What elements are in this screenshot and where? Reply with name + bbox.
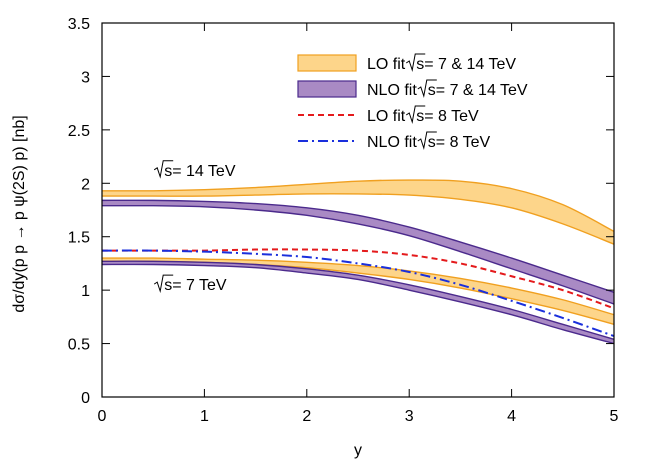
legend-swatch-0 — [297, 54, 357, 72]
legend-item-1: NLO fit s = 7 & 14 TeV — [367, 79, 528, 99]
legend-item-3-root: s — [428, 134, 436, 151]
x-axis-title: y — [354, 442, 362, 459]
annotation-1: s = 7 TeV — [153, 274, 227, 294]
legend-item-3-suffix: = 8 TeV — [436, 134, 491, 151]
legend-item-2-root: s — [416, 108, 424, 125]
plot-frame — [101, 22, 615, 398]
x-tick-label: 4 — [507, 408, 516, 425]
annotation-1-root: s — [164, 277, 172, 294]
series-line-5 — [101, 249, 615, 338]
band-area-0 — [102, 180, 614, 245]
annotation-0: s = 14 TeV — [153, 160, 236, 180]
band-area-2 — [102, 258, 614, 325]
y-tick-label: 2.5 — [68, 123, 90, 140]
band-lower-edge-1 — [101, 204, 615, 305]
legend-item-1-suffix: = 7 & 14 TeV — [436, 82, 528, 99]
legend-item-0: LO fit s = 7 & 14 TeV — [367, 53, 516, 73]
y-tick-label: 3.5 — [68, 16, 90, 33]
legend-item-1-root: s — [428, 82, 436, 99]
band-area-3 — [102, 261, 614, 344]
band-lower-edge-3 — [101, 263, 615, 345]
plot-area — [101, 179, 615, 345]
y-tick-label: 1.5 — [68, 230, 90, 247]
band-upper-edge-1 — [101, 199, 615, 293]
legend-item-2-suffix: = 8 TeV — [424, 108, 479, 125]
legend-item-2-prefix: LO fit — [367, 108, 406, 125]
legend-item-0-suffix: = 7 & 14 TeV — [424, 56, 516, 73]
legend-item-1-prefix: NLO fit — [367, 82, 417, 99]
band-upper-edge-2 — [101, 257, 615, 316]
y-tick-label: 2 — [81, 176, 90, 193]
radical-sign-icon — [153, 160, 174, 179]
y-tick-label: 0 — [81, 390, 90, 407]
x-tick-label: 0 — [98, 408, 107, 425]
legend-item-3-prefix: NLO fit — [367, 134, 417, 151]
radical-sign-icon — [417, 131, 437, 150]
y-tick-label: 3 — [81, 69, 90, 86]
y-tick-label: 1 — [81, 283, 90, 300]
x-tick-label: 3 — [405, 408, 414, 425]
band-area-1 — [102, 200, 614, 305]
x-tick-label: 2 — [302, 408, 311, 425]
legend-item-0-prefix: LO fit — [367, 56, 406, 73]
band-upper-edge-3 — [101, 260, 615, 340]
radical-sign-icon — [405, 53, 426, 72]
y-axis-title: dσ/dy(p p → p ψ(2S) p) [nb] — [11, 115, 28, 312]
y-tick-label: 0.5 — [68, 337, 90, 354]
annotation-0-root: s — [164, 163, 172, 180]
annotation-1-suffix: = 7 TeV — [172, 277, 227, 294]
legend-swatch-1 — [297, 80, 357, 98]
band-lower-edge-0 — [102, 193, 615, 245]
legend-item-0-root: s — [416, 56, 424, 73]
annotation-0-suffix: = 14 TeV — [172, 163, 236, 180]
axis-ticks: 0 1 2 3 4 5 0 0.5 1 1.5 2 2.5 3 3.5 — [68, 16, 619, 425]
radical-sign-icon — [153, 274, 174, 294]
radical-sign-icon — [417, 79, 437, 98]
x-tick-label: 1 — [200, 408, 209, 425]
radical-sign-icon — [405, 105, 426, 124]
legend-item-3: NLO fit s = 8 TeV — [367, 131, 491, 151]
legend-item-2: LO fit s = 8 TeV — [367, 105, 479, 125]
x-tick-label: 5 — [610, 408, 619, 425]
band-upper-edge-0 — [101, 179, 615, 232]
